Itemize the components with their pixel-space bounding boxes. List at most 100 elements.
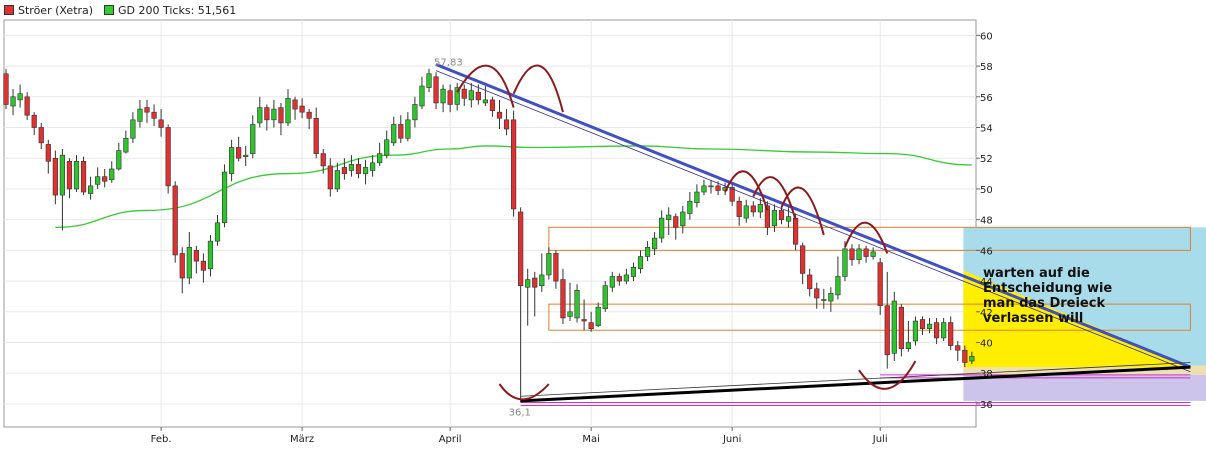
candle — [419, 76, 425, 110]
legend-item-stroeer[interactable]: Ströer (Xetra) — [4, 4, 93, 17]
candle-body — [151, 111, 157, 119]
zone-lower-tan — [963, 365, 1206, 375]
candle-body — [214, 222, 221, 242]
candle-body — [581, 319, 587, 322]
candle — [158, 109, 164, 137]
candle-body — [941, 322, 947, 339]
candle — [510, 110, 517, 217]
candle-body — [45, 144, 51, 162]
candle — [348, 155, 355, 177]
candle — [948, 316, 954, 351]
candle — [440, 84, 446, 113]
annotation-line-1: warten auf die — [983, 266, 1090, 281]
candle-body — [708, 185, 714, 188]
candle — [243, 145, 249, 166]
candle-body — [489, 99, 496, 111]
candle-body — [59, 154, 65, 196]
candle-body — [109, 168, 115, 181]
trend-line-up — [520, 365, 1191, 403]
candle — [398, 115, 404, 143]
annotation-note: warten auf die Entscheidung wie man das … — [983, 266, 1123, 326]
candle-body — [933, 322, 940, 339]
candle — [264, 104, 270, 131]
y-tick-label: 58 — [980, 62, 993, 73]
candle — [574, 284, 580, 323]
candle — [595, 302, 601, 328]
candle — [694, 184, 700, 208]
candle-body — [525, 279, 531, 288]
candle — [743, 199, 749, 223]
candle — [919, 316, 926, 335]
candle-body — [715, 185, 721, 191]
candle — [835, 256, 841, 300]
candle-body — [764, 205, 770, 228]
candle-body — [24, 96, 30, 116]
candle — [546, 247, 552, 280]
candle — [405, 112, 411, 142]
candle-body — [482, 99, 489, 104]
candle-body — [433, 76, 439, 104]
candle-body — [926, 323, 933, 330]
chart-legend: Ströer (Xetra) GD 200 Ticks: 51,561 — [0, 0, 1206, 20]
candle-body — [503, 119, 510, 130]
candle — [320, 149, 326, 174]
candle-body — [651, 237, 658, 250]
candle-body — [623, 274, 629, 282]
candle-body — [257, 107, 263, 124]
candle — [666, 207, 672, 236]
candle-body — [285, 98, 291, 124]
candle-body — [475, 91, 481, 101]
candle-body — [588, 322, 594, 330]
annotation-line-2: Entscheidung wie — [983, 281, 1113, 296]
candle-body — [814, 288, 820, 299]
candle — [433, 72, 439, 110]
candle-body — [172, 185, 178, 256]
candle — [588, 311, 594, 332]
candle — [123, 130, 129, 154]
candle — [80, 156, 87, 196]
candle-body — [602, 285, 608, 310]
candle — [941, 317, 947, 341]
candle-body — [454, 87, 460, 105]
candle-body — [38, 127, 44, 144]
candle-body — [31, 114, 37, 128]
candle-body — [821, 299, 827, 301]
candle — [306, 109, 312, 130]
candle — [877, 258, 883, 315]
candle-body — [680, 211, 686, 227]
candle — [673, 213, 679, 240]
candle-body — [870, 251, 876, 257]
candle — [66, 158, 73, 199]
candle-body — [348, 164, 355, 171]
candle-body — [609, 276, 615, 288]
y-tick-label: 36 — [980, 400, 993, 411]
y-tick-label: 52 — [980, 154, 993, 165]
candle — [207, 235, 214, 277]
candle — [186, 231, 192, 285]
candle-body — [574, 290, 580, 319]
candle-body — [299, 105, 305, 113]
candle-body — [792, 217, 799, 245]
candle-body — [116, 150, 122, 170]
candle — [955, 340, 961, 361]
candle — [31, 112, 37, 136]
candle — [10, 89, 16, 116]
candle-body — [447, 90, 453, 105]
candle-body — [969, 356, 975, 362]
candle-body — [539, 274, 545, 287]
candle-body — [362, 167, 369, 174]
candle — [807, 268, 813, 297]
support-arc — [498, 383, 550, 401]
candle — [391, 116, 397, 146]
candle — [38, 122, 44, 150]
candle — [214, 215, 221, 246]
annotation-line-4: verlassen will — [983, 311, 1084, 326]
candle-body — [137, 108, 143, 122]
candle — [229, 139, 235, 182]
candle-body — [644, 247, 651, 257]
candle — [412, 96, 418, 128]
candle — [891, 291, 897, 361]
candle — [271, 99, 277, 128]
legend-item-gd200[interactable]: GD 200 Ticks: 51,561 — [104, 4, 236, 17]
y-tick-label: 42 — [980, 308, 993, 319]
